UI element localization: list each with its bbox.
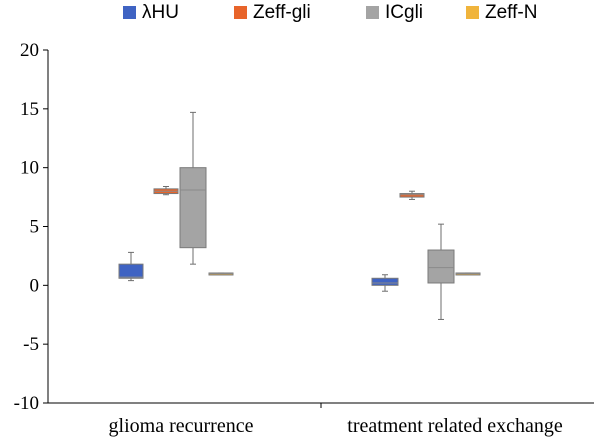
box-icgli-2 — [427, 223, 455, 320]
box-body — [371, 277, 399, 286]
box-zeffgli-1 — [153, 185, 179, 196]
box-zeffn-2 — [455, 272, 481, 276]
legend-swatch — [466, 6, 479, 19]
box-icgli-1 — [179, 111, 207, 265]
y-tick-label: -5 — [23, 334, 39, 355]
category-label: treatment related exchange — [347, 415, 563, 437]
box-body — [118, 263, 144, 279]
legend-entry-label: λHU — [142, 2, 179, 23]
box-body — [427, 249, 455, 284]
y-tick-label: 20 — [20, 40, 39, 61]
y-tick-label: 0 — [30, 275, 40, 296]
box-hu-1 — [118, 251, 144, 282]
y-tick-label: 15 — [20, 99, 39, 120]
legend-entry-label: Zeff-N — [485, 2, 537, 23]
y-tick-label: 10 — [20, 158, 39, 179]
legend-entry-label: Zeff-gli — [253, 2, 311, 23]
legend-swatch — [123, 6, 136, 19]
y-tick-label: 5 — [30, 217, 40, 238]
axes: 20 15 10 5 0 -5 -10 glioma recurrence treatment … — [14, 40, 594, 437]
y-tick-label: -10 — [14, 393, 39, 414]
plot-area — [118, 111, 481, 320]
box-body — [399, 193, 425, 198]
legend-swatch — [366, 6, 379, 19]
legend-swatch — [234, 6, 247, 19]
box-zeffgli-2 — [399, 190, 425, 200]
legend-entry-label: ICgli — [385, 2, 423, 23]
category-label: glioma recurrence — [109, 415, 254, 437]
box-hu-2 — [371, 274, 399, 292]
legend: λHU Zeff-gli ICgli Zeff-N — [123, 2, 537, 23]
box-zeffn-1 — [208, 272, 234, 276]
box-body — [179, 167, 207, 249]
